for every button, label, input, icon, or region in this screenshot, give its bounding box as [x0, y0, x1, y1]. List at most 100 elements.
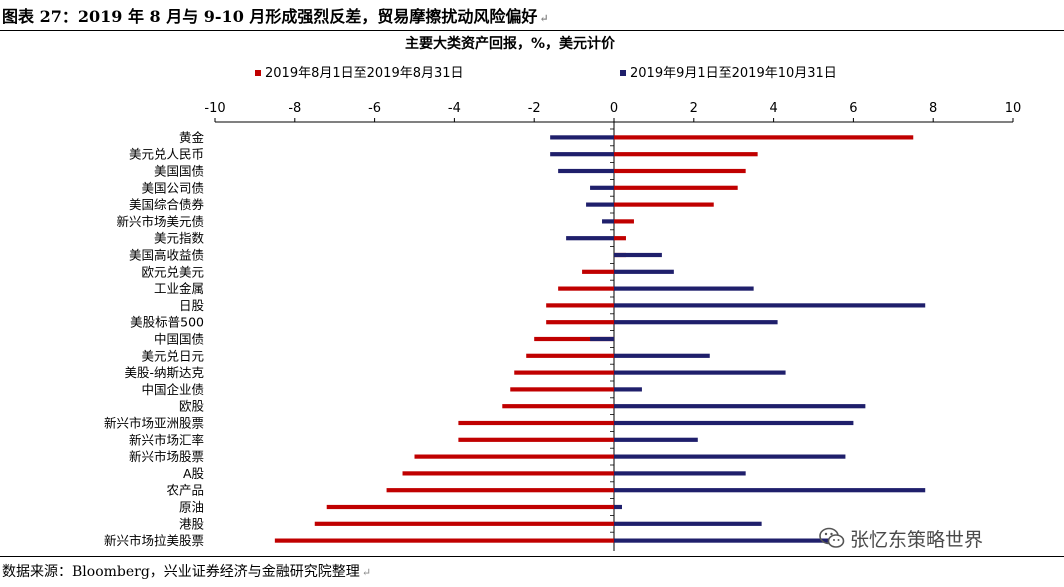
x-tick-label: 10 [1005, 101, 1022, 116]
category-label: 美股标普500 [130, 315, 204, 330]
category-label: 中国企业债 [141, 382, 204, 397]
bar-series1 [314, 521, 614, 526]
category-label: 欧元兑美元 [141, 264, 204, 279]
bar-series1 [402, 471, 614, 476]
category-label: 农产品 [166, 483, 204, 498]
category-label: 美元指数 [154, 231, 205, 246]
category-label: 新兴市场拉美股票 [104, 533, 204, 548]
bar-series1 [534, 336, 614, 342]
bar-series2 [614, 286, 754, 291]
bar-series2 [614, 471, 746, 476]
x-tick-label: 2 [690, 101, 698, 116]
wechat-icon [819, 527, 845, 548]
bar-series2 [614, 303, 926, 308]
figure-title: 图表 27：2019 年 8 月与 9-10 月形成强烈反差，贸易摩擦扰动风险偏… [2, 3, 549, 27]
bar-series2 [614, 521, 762, 526]
bar-series2 [614, 504, 622, 510]
x-tick-label: -10 [204, 101, 225, 116]
x-tick-label: 0 [610, 101, 618, 116]
x-tick-label: 8 [929, 101, 937, 116]
source-note-text: 数据来源：Bloomberg，兴业证券经济与金融研究院整理 [2, 564, 360, 580]
bar-series1 [614, 152, 758, 157]
bar-series2 [614, 370, 786, 375]
x-tick-label: 6 [849, 101, 857, 116]
bar-series1 [458, 437, 614, 442]
bar-series2 [614, 252, 662, 258]
bar-series2 [550, 135, 614, 140]
category-label: 美国综合债券 [129, 197, 205, 212]
bar-series2 [614, 404, 866, 409]
x-tick-label: -4 [448, 101, 461, 116]
bar-series1 [458, 420, 614, 426]
bar-series2 [614, 387, 642, 392]
bar-series1 [614, 185, 738, 190]
bar-series1 [558, 286, 614, 291]
x-tick-label: -6 [368, 101, 381, 116]
bar-series2 [614, 437, 698, 442]
x-tick-label: -8 [288, 101, 301, 116]
legend-label-2: 2019年9月1日至2019年10月31日 [630, 66, 837, 81]
category-label: 美元兑日元 [141, 348, 204, 363]
bar-series1 [582, 269, 614, 274]
source-note: 数据来源：Bloomberg，兴业证券经济与金融研究院整理 ↵ [2, 561, 371, 581]
bar-series1 [326, 504, 614, 510]
bar-chart: 主要大类资产回报，%，美元计价 2019年8月1日至2019年8月31日 2019年… [104, 35, 1022, 551]
x-tick-label: -2 [528, 101, 541, 116]
category-label: A股 [183, 466, 205, 481]
category-label: 日股 [179, 298, 205, 313]
bar-series2 [614, 538, 842, 543]
bar-series1 [546, 303, 614, 308]
bar-series2 [586, 202, 614, 207]
category-label: 黄金 [179, 130, 205, 145]
legend-label-1: 2019年8月1日至2019年8月31日 [265, 66, 464, 81]
bar-series2 [614, 420, 854, 426]
category-label: 中国国债 [154, 332, 204, 347]
category-label: 港股 [179, 516, 205, 531]
bar-series1 [614, 168, 746, 174]
bar-series2 [614, 454, 846, 459]
bar-series1 [614, 135, 914, 140]
bar-series2 [614, 488, 926, 493]
watermark-text: 张忆东策略世界 [850, 528, 984, 551]
bar-series1 [526, 353, 614, 358]
category-label: 原油 [179, 500, 204, 515]
category-label: 新兴市场亚洲股票 [104, 416, 204, 431]
legend-swatch-1 [255, 70, 261, 76]
bar-series1 [614, 202, 714, 207]
paragraph-mark: ↵ [539, 12, 549, 25]
category-label: 工业金属 [154, 281, 204, 296]
paragraph-mark-2: ↵ [361, 566, 372, 579]
bar-series1 [386, 488, 614, 493]
bar-series1 [614, 219, 634, 224]
category-label: 美国公司债 [141, 180, 204, 195]
category-label: 美元兑人民币 [129, 147, 204, 162]
bar-series1 [274, 538, 614, 543]
bar-series1 [414, 454, 614, 459]
bar-series2 [602, 219, 614, 224]
bottom-rule [0, 556, 1064, 557]
bar-series2 [558, 168, 614, 174]
category-label: 欧股 [179, 399, 205, 414]
bar-series1 [510, 387, 614, 392]
bar-series2 [590, 185, 614, 190]
bar-series1 [514, 370, 614, 375]
watermark: 张忆东策略世界 [818, 524, 983, 552]
chart-title: 主要大类资产回报，%，美元计价 [405, 35, 616, 52]
bar-series1 [502, 404, 614, 409]
bar-series2 [614, 353, 710, 358]
category-label: 新兴市场股票 [129, 449, 204, 464]
x-tick-label: 4 [769, 101, 777, 116]
bar-series2 [590, 336, 614, 342]
category-label: 新兴市场美元债 [116, 214, 204, 229]
category-label: 新兴市场汇率 [129, 432, 204, 447]
category-label: 美股-纳斯达克 [124, 365, 204, 380]
bar-series2 [614, 269, 674, 274]
legend-swatch-2 [620, 70, 626, 76]
figure-title-text: 图表 27：2019 年 8 月与 9-10 月形成强烈反差，贸易摩擦扰动风险偏… [2, 7, 538, 26]
category-label: 美国高收益债 [129, 248, 204, 263]
bar-series2 [566, 236, 614, 241]
bar-series2 [550, 152, 614, 157]
category-label: 美国国债 [154, 164, 204, 179]
bar-series2 [614, 320, 778, 325]
bar-series1 [546, 320, 614, 325]
